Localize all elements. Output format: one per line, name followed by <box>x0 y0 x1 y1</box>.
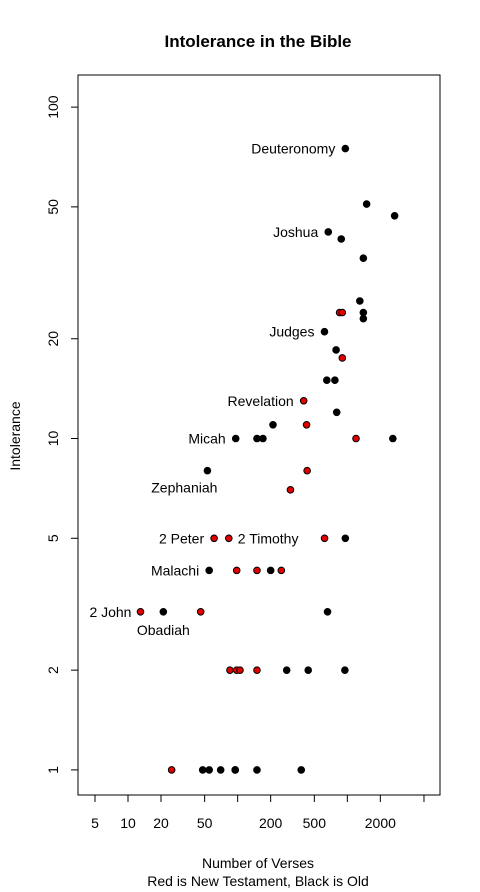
book-label: Micah <box>188 431 225 447</box>
data-point-old-testament <box>389 434 397 443</box>
data-point-old-testament <box>216 766 225 774</box>
x-axis: 5 10 20 50 200 500 2000 <box>91 794 425 831</box>
chart-title: Intolerance in the Bible <box>164 32 351 51</box>
x-tick-label: 5 <box>91 815 99 831</box>
data-point-old-testament <box>198 766 207 774</box>
data-point-old-testament <box>341 144 350 153</box>
y-tick-label: 20 <box>45 331 61 347</box>
data-point-new-testament <box>338 354 347 362</box>
data-point-new-testament <box>253 666 261 674</box>
x-tick-label: 50 <box>197 815 213 831</box>
data-point-old-testament <box>341 534 350 543</box>
data-point-old-testament <box>159 607 168 616</box>
data-point-new-testament <box>232 566 241 575</box>
data-point-old-testament <box>337 235 346 243</box>
data-point-old-testament <box>205 766 213 774</box>
data-point-new-testament <box>224 534 233 543</box>
x-tick-label: 500 <box>303 815 327 831</box>
y-tick-label: 1 <box>45 766 61 774</box>
data-point-old-testament <box>253 766 261 774</box>
x-tick-label: 200 <box>259 815 283 831</box>
book-label: Revelation <box>228 393 294 409</box>
data-point-old-testament <box>205 566 213 575</box>
data-point-old-testament <box>282 666 291 674</box>
y-axis: 1 2 5 10 20 50 100 <box>45 95 79 774</box>
data-point-old-testament <box>323 607 332 616</box>
x-tick-label: 20 <box>153 815 169 831</box>
data-point-new-testament <box>226 666 234 674</box>
data-point-old-testament <box>231 434 240 443</box>
data-points <box>136 144 399 774</box>
data-point-new-testament <box>196 607 205 616</box>
data-point-old-testament <box>304 666 313 674</box>
data-point-old-testament <box>297 766 306 774</box>
book-label: 2 Timothy <box>238 530 299 546</box>
book-label: Zephaniah <box>151 480 217 496</box>
book-label: Obadiah <box>137 622 190 638</box>
data-point-new-testament <box>352 434 360 443</box>
data-point-new-testament <box>277 566 286 575</box>
data-point-old-testament <box>269 420 277 429</box>
data-point-new-testament <box>167 766 176 774</box>
book-label: 2 John <box>89 604 131 620</box>
y-tick-label: 10 <box>45 431 61 447</box>
data-point-old-testament <box>231 766 240 774</box>
book-label: Joshua <box>273 224 318 240</box>
y-tick-label: 100 <box>45 95 61 119</box>
book-label: Malachi <box>151 562 199 578</box>
data-point-old-testament <box>341 666 349 674</box>
data-point-old-testament <box>390 211 399 220</box>
data-point-new-testament <box>210 534 218 543</box>
y-tick-label: 2 <box>45 666 61 674</box>
data-point-old-testament <box>356 297 364 305</box>
data-point-old-testament <box>332 346 340 354</box>
x-axis-label: Number of Verses <box>202 855 314 871</box>
y-tick-label: 5 <box>45 534 61 542</box>
data-point-old-testament <box>323 376 331 384</box>
x-tick-label: 2000 <box>365 815 396 831</box>
book-label: 2 Peter <box>159 530 204 546</box>
y-axis-label: Intolerance <box>7 401 23 470</box>
data-point-old-testament <box>259 434 267 443</box>
x-tick-label: 10 <box>120 815 136 831</box>
data-point-new-testament <box>338 308 347 317</box>
x-axis-sublabel: Red is New Testament, Black is Old <box>147 873 369 889</box>
book-label: Judges <box>269 324 314 340</box>
data-point-new-testament <box>286 486 295 494</box>
data-point-old-testament <box>331 376 339 384</box>
data-point-new-testament <box>253 566 261 575</box>
data-point-old-testament <box>320 327 329 336</box>
data-point-old-testament <box>359 308 368 317</box>
data-point-new-testament <box>320 534 329 543</box>
data-point-new-testament <box>136 607 145 616</box>
data-point-old-testament <box>359 314 368 323</box>
y-tick-label: 50 <box>45 199 61 215</box>
data-point-old-testament <box>359 254 368 263</box>
data-point-new-testament <box>302 420 311 429</box>
point-annotations: Deuteronomy Joshua Judges Revelation Micah Ze… <box>89 141 335 638</box>
data-point-new-testament <box>299 396 308 405</box>
data-point-old-testament <box>362 200 371 208</box>
data-point-new-testament <box>303 466 311 475</box>
data-point-old-testament <box>203 466 212 475</box>
data-point-old-testament <box>266 566 275 575</box>
book-label: Deuteronomy <box>251 141 335 157</box>
data-point-new-testament <box>236 666 244 674</box>
data-point-old-testament <box>332 408 341 417</box>
data-point-old-testament <box>324 228 333 236</box>
